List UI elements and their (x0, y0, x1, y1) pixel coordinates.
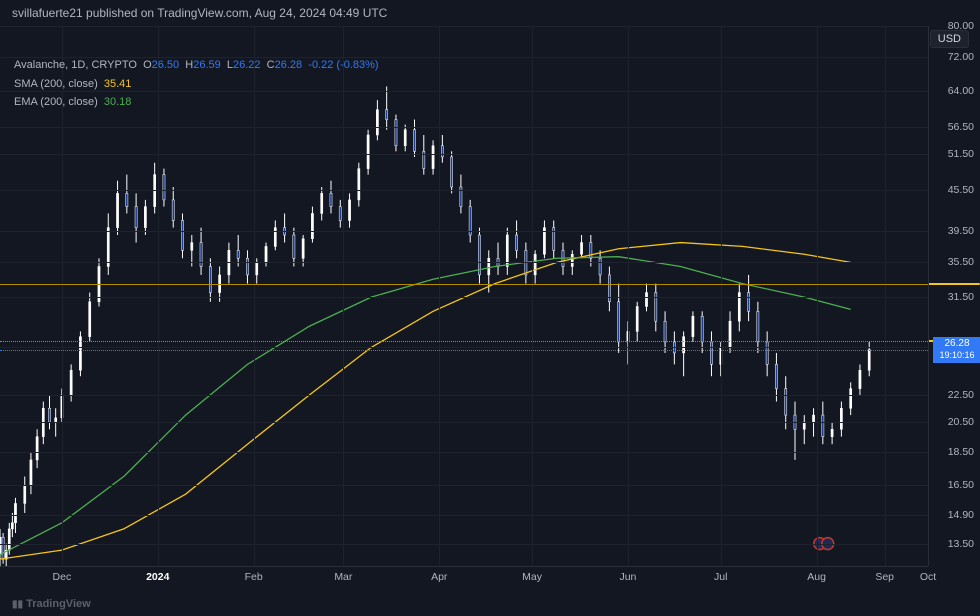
x-tick-label: Apr (431, 571, 447, 583)
grid-line (0, 262, 928, 263)
y-tick-label: 64.00 (948, 85, 974, 97)
grid-line (439, 26, 440, 566)
current-price-tag: 26.2819:10:16 (933, 337, 980, 363)
grid-line (885, 26, 886, 566)
ohlc-low: 26.22 (233, 59, 261, 71)
sma-value: 35.41 (104, 78, 132, 90)
grid-line (0, 544, 928, 545)
grid-line (628, 26, 629, 566)
ema-row: EMA (200, close) 30.18 (14, 93, 379, 112)
x-tick-label: May (522, 571, 542, 583)
y-tick-label: 35.50 (948, 256, 974, 268)
grid-line (0, 190, 928, 191)
y-tick-label: 72.00 (948, 51, 974, 63)
grid-line (0, 395, 928, 396)
exchange: CRYPTO (91, 59, 136, 71)
grid-line (0, 422, 928, 423)
x-tick-label: Oct (920, 571, 936, 583)
tradingview-watermark: ▮▮ TradingView (12, 598, 91, 610)
x-tick-label: Jun (619, 571, 636, 583)
x-tick-label: Feb (245, 571, 263, 583)
y-tick-label: 18.50 (948, 446, 974, 458)
hline-price-tag: 33.01 (929, 283, 980, 285)
y-tick-label: 13.50 (948, 538, 974, 550)
x-tick-label: Sep (875, 571, 894, 583)
ema-value: 30.18 (104, 96, 132, 108)
y-tick-label: 22.50 (948, 389, 974, 401)
timeframe: 1D (71, 59, 85, 71)
ohlc-open: 26.50 (152, 59, 180, 71)
currency-badge[interactable]: USD (930, 30, 969, 48)
x-tick-label: Dec (53, 571, 72, 583)
grid-line (817, 26, 818, 566)
grid-line (0, 231, 928, 232)
grid-line (0, 347, 928, 348)
y-tick-label: 16.50 (948, 479, 974, 491)
y-tick-label: 56.50 (948, 121, 974, 133)
y-tick-label: 39.50 (948, 225, 974, 237)
chart-container[interactable]: USD Avalanche, 1D, CRYPTO O26.50 H26.59 … (0, 26, 980, 588)
x-tick-label: Mar (334, 571, 352, 583)
grid-line (0, 297, 928, 298)
symbol-row: Avalanche, 1D, CRYPTO O26.50 H26.59 L26.… (14, 56, 379, 75)
x-tick-label: 2024 (146, 571, 169, 583)
horizontal-line[interactable] (0, 284, 928, 285)
y-tick-label: 45.50 (948, 184, 974, 196)
ohlc-high: 26.59 (193, 59, 221, 71)
y-tick-label: 14.90 (948, 509, 974, 521)
grid-line (721, 26, 722, 566)
grid-line (0, 26, 928, 27)
attribution-text: svillafuerte21 published on TradingView.… (12, 6, 387, 20)
x-tick-label: Aug (807, 571, 826, 583)
change-value: -0.22 (-0.83%) (308, 59, 378, 71)
y-tick-label: 20.50 (948, 416, 974, 428)
y-axis[interactable]: 80.0072.0064.0056.5051.5045.5039.5035.50… (928, 26, 980, 566)
grid-line (0, 127, 928, 128)
x-tick-label: Jul (714, 571, 727, 583)
grid-line (0, 515, 928, 516)
current-price-line (0, 350, 928, 351)
sma-row: SMA (200, close) 35.41 (14, 75, 379, 94)
x-axis[interactable]: Dec2024FebMarAprMayJunJulAugSepOct (0, 566, 928, 588)
ohlc-close: 26.28 (275, 59, 303, 71)
symbol-name: Avalanche (14, 59, 65, 71)
grid-line (532, 26, 533, 566)
attribution-header: svillafuerte21 published on TradingView.… (0, 0, 980, 26)
horizontal-line[interactable] (0, 341, 928, 342)
info-panel: Avalanche, 1D, CRYPTO O26.50 H26.59 L26.… (14, 56, 379, 112)
grid-line (0, 154, 928, 155)
grid-line (0, 452, 928, 453)
y-tick-label: 51.50 (948, 148, 974, 160)
grid-line (0, 485, 928, 486)
